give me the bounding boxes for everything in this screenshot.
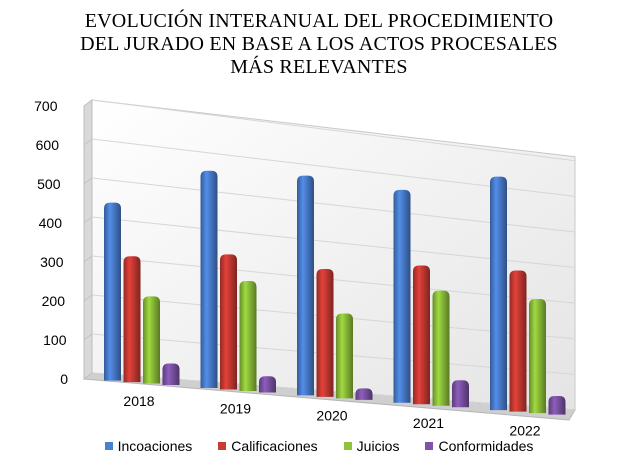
legend-label: Calificaciones: [231, 438, 318, 454]
y-tick-label: 700: [34, 98, 58, 114]
bar-incoaciones-2019: [200, 170, 218, 388]
bar-juicios-2022: [529, 299, 546, 414]
bar-conformidades-2022: [548, 396, 566, 415]
y-tick-label: 0: [60, 371, 68, 387]
bar-calificaciones-2020: [316, 269, 334, 397]
chart-title-line-3: MÁS RELEVANTES: [230, 56, 408, 78]
side-gridline: [83, 255, 93, 263]
bar-incoaciones-2020: [297, 175, 314, 396]
legend-item-calificaciones: Calificaciones: [218, 438, 318, 454]
y-tick-label: 400: [39, 215, 63, 231]
bar-juicios-2018: [143, 296, 160, 384]
legend-swatch: [218, 442, 227, 450]
x-tick-label: 2019: [220, 400, 251, 416]
legend-label: Conformidades: [438, 438, 534, 454]
side-gridline: [83, 99, 93, 107]
bar-conformidades-2019: [259, 376, 276, 393]
side-gridline: [83, 138, 93, 146]
bar-juicios-2021: [432, 290, 450, 406]
y-tick-label: 100: [43, 332, 67, 348]
chart-title: EVOLUCIÓN INTERANUAL DEL PROCEDIMIENTO D…: [0, 10, 638, 79]
bar-conformidades-2021: [452, 380, 469, 408]
x-tick-label: 2022: [509, 422, 540, 438]
legend-item-incoaciones: Incoaciones: [104, 438, 193, 454]
bar-calificaciones-2019: [220, 254, 237, 390]
side-gridline: [83, 294, 93, 302]
legend-swatch: [425, 442, 434, 450]
side-gridline: [83, 177, 93, 185]
y-tick-label: 500: [37, 176, 61, 192]
x-tick-label: 2020: [316, 408, 347, 424]
side-gridline: [83, 372, 93, 380]
y-tick-label: 300: [40, 254, 64, 270]
bar-calificaciones-2022: [509, 270, 527, 412]
legend-label: Juicios: [356, 438, 400, 454]
bar-conformidades-2018: [162, 363, 180, 386]
bar-calificaciones-2021: [413, 265, 430, 405]
legend-item-conformidades: Conformidades: [425, 438, 533, 454]
bar-juicios-2019: [239, 281, 257, 391]
gridline: [91, 99, 576, 162]
legend-label: Incoaciones: [117, 438, 193, 454]
side-gridline: [83, 333, 93, 341]
bar-incoaciones-2018: [104, 202, 121, 381]
chart-title-line-2: DEL JURADO EN BASE A LOS ACTOS PROCESALE…: [80, 33, 558, 55]
chart-title-line-1: EVOLUCIÓN INTERANUAL DEL PROCEDIMIENTO: [84, 10, 554, 32]
x-tick-label: 2018: [123, 393, 154, 409]
x-tick-label: 2021: [413, 415, 444, 431]
legend: Incoaciones Calificaciones Juicios Conformi…: [0, 438, 638, 454]
bar-juicios-2020: [336, 313, 353, 399]
bar-calificaciones-2018: [123, 256, 141, 383]
bar-incoaciones-2021: [393, 189, 411, 403]
y-tick-label: 600: [36, 137, 60, 153]
bar-incoaciones-2022: [490, 176, 507, 411]
bar-conformidades-2020: [355, 388, 373, 400]
side-gridline: [83, 216, 93, 224]
legend-swatch: [104, 442, 113, 450]
legend-swatch: [343, 442, 352, 450]
legend-item-juicios: Juicios: [343, 438, 400, 454]
y-tick-label: 200: [42, 293, 66, 309]
